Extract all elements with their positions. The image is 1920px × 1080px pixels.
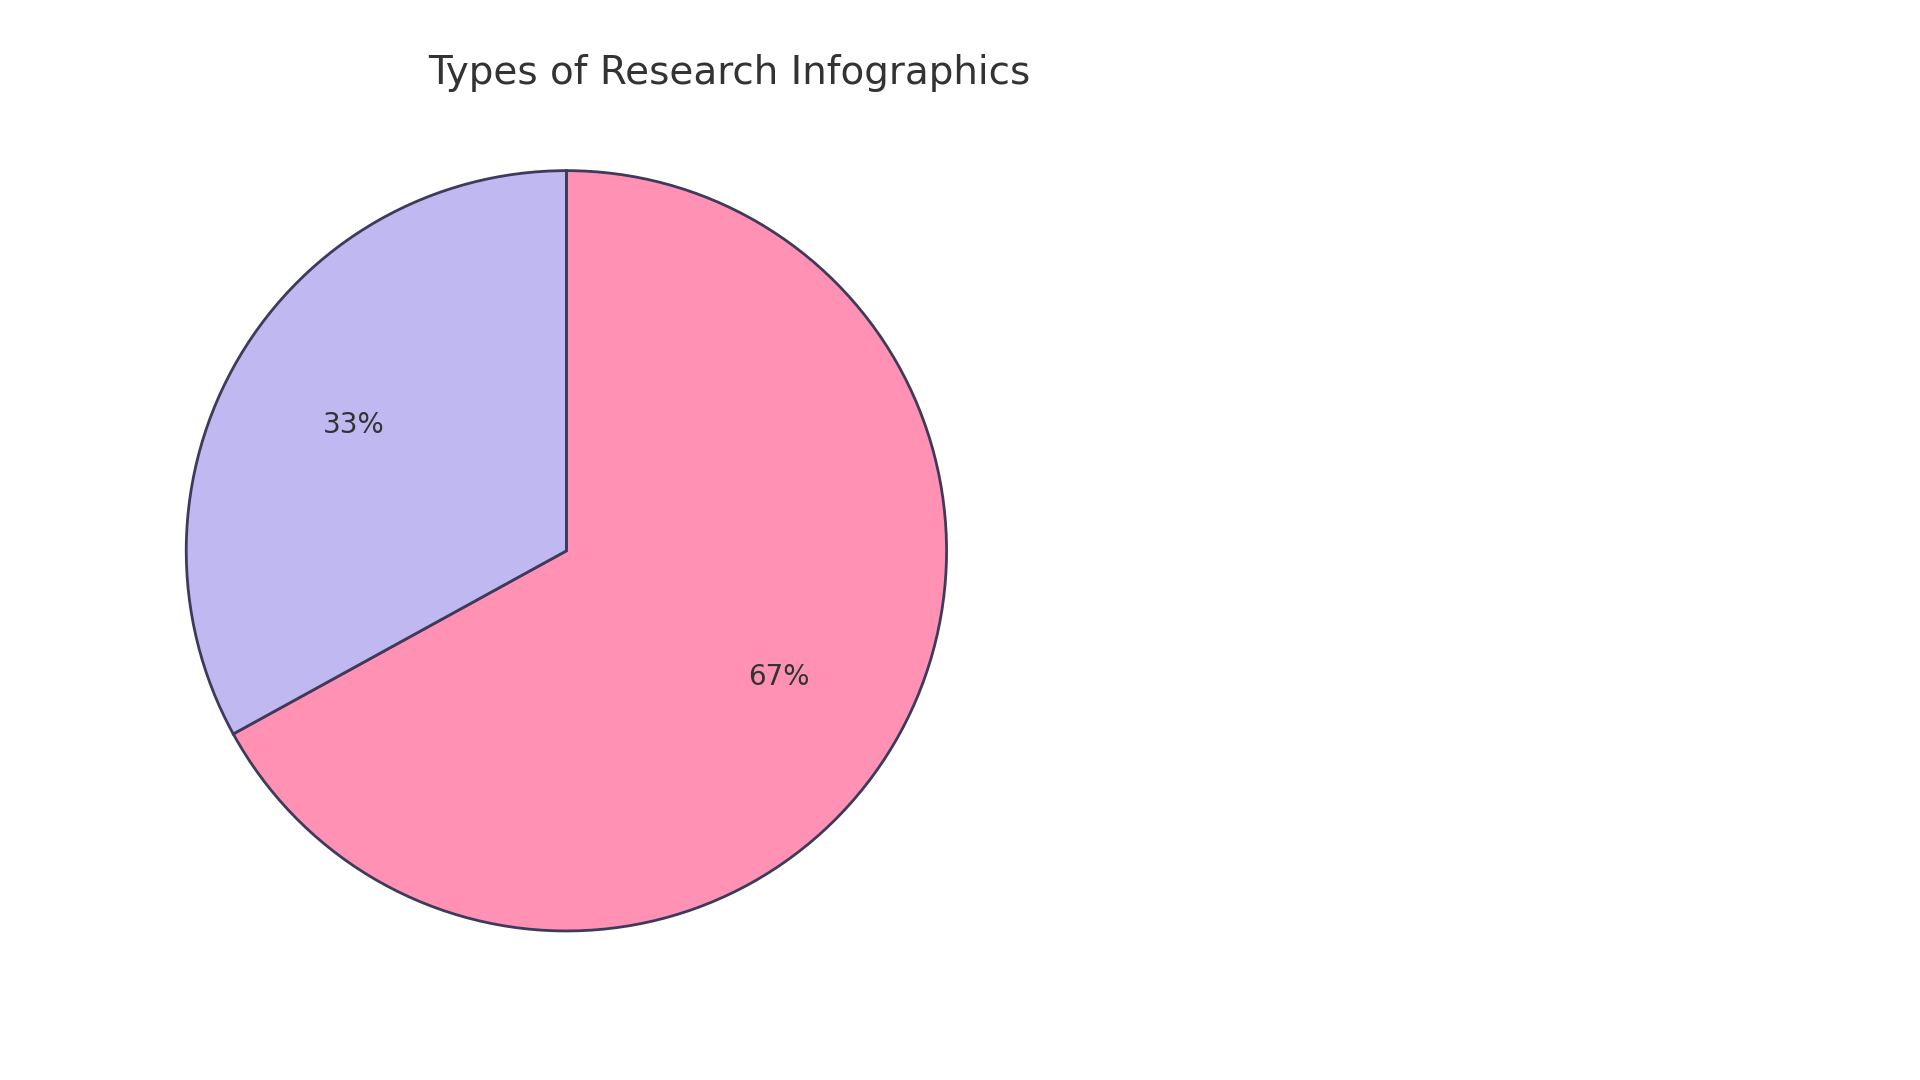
Text: 67%: 67%: [749, 663, 810, 690]
Wedge shape: [232, 171, 947, 931]
Text: Types of Research Infographics: Types of Research Infographics: [428, 54, 1031, 92]
Text: 33%: 33%: [323, 411, 384, 438]
Wedge shape: [186, 171, 566, 734]
Legend: Quantitative Research, Qualitative Research: Quantitative Research, Qualitative Resea…: [1127, 491, 1519, 643]
